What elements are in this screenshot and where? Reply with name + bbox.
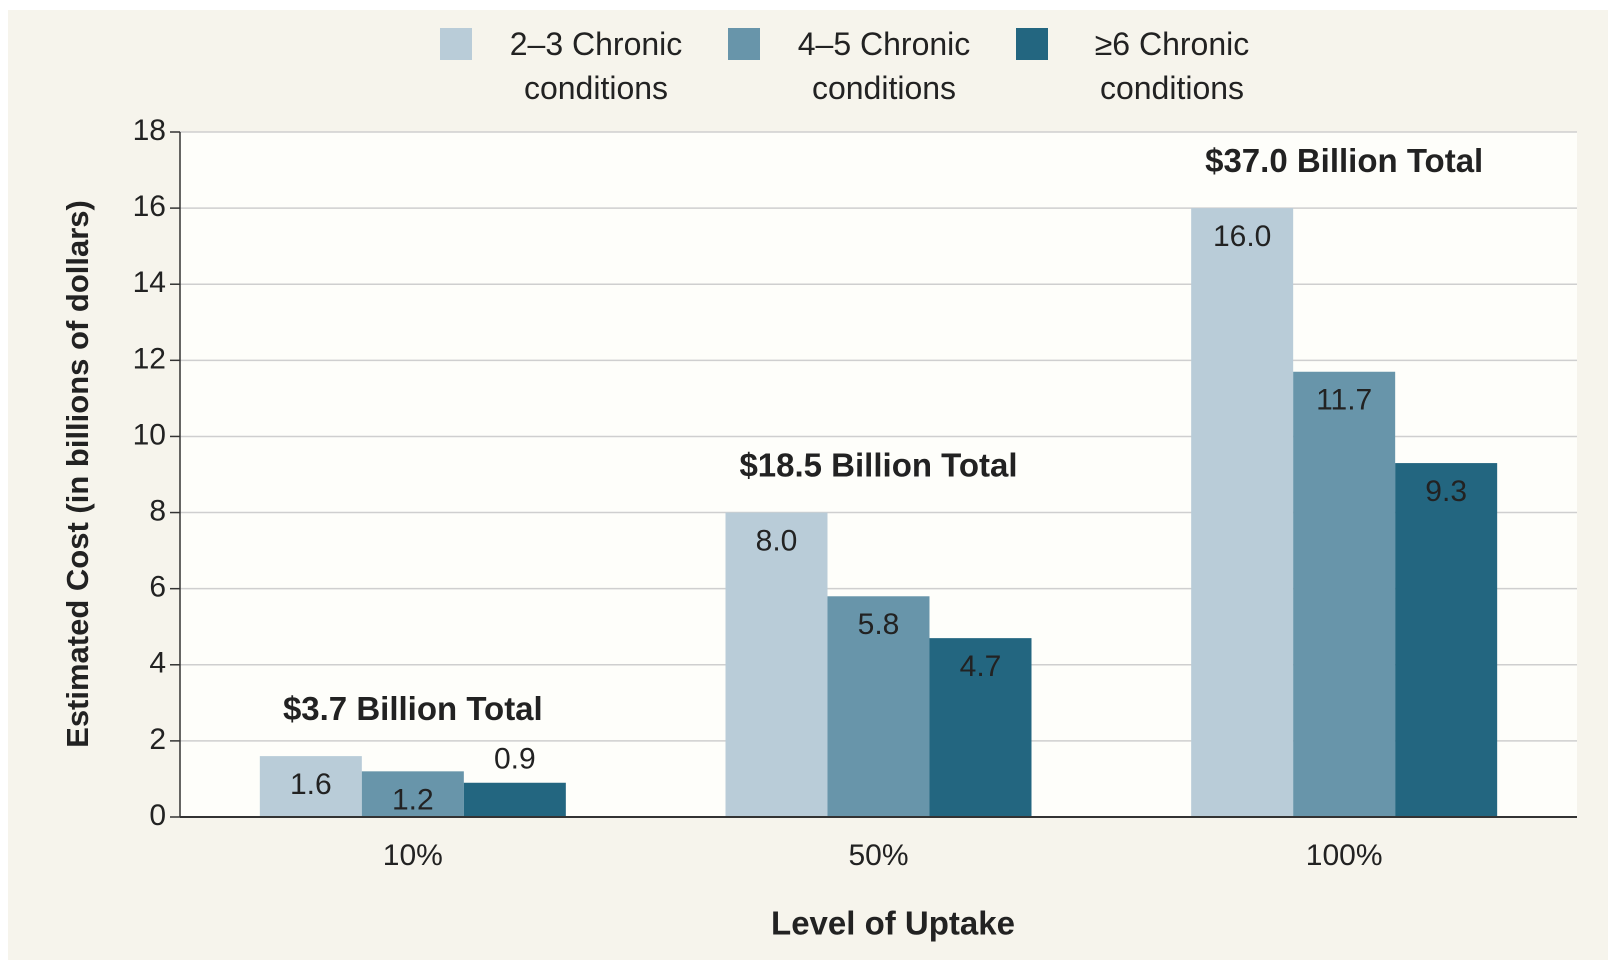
- legend-swatch: [440, 28, 472, 60]
- value-label: 16.0: [1213, 220, 1271, 253]
- y-tick-label: 2: [149, 723, 166, 756]
- x-tick-label: 50%: [848, 839, 908, 872]
- bar: [827, 596, 930, 817]
- value-label: 9.3: [1425, 475, 1467, 508]
- value-label: 4.7: [960, 650, 1002, 683]
- bar: [725, 512, 828, 817]
- legend-swatch: [1016, 28, 1048, 60]
- y-tick-label: 4: [149, 647, 166, 680]
- value-label: 8.0: [756, 524, 798, 557]
- legend-swatch: [728, 28, 760, 60]
- bar: [1293, 371, 1396, 817]
- bar: [1191, 208, 1294, 818]
- annotation: $18.5 Billion Total: [739, 446, 1017, 483]
- annotation: $3.7 Billion Total: [283, 690, 543, 727]
- legend-item: ≥6 Chronic conditions: [1016, 22, 1282, 110]
- value-label: 1.2: [392, 783, 434, 816]
- legend-label: ≥6 Chronic conditions: [1094, 26, 1250, 106]
- y-tick-label: 16: [133, 190, 166, 223]
- y-tick-label: 18: [133, 114, 166, 147]
- bar: [259, 756, 362, 817]
- legend-item: 2–3 Chronic conditions: [440, 22, 706, 110]
- value-label: 5.8: [858, 608, 900, 641]
- y-tick-label: 6: [149, 571, 166, 604]
- y-tick-label: 12: [133, 342, 166, 375]
- x-tick-label: 10%: [383, 839, 443, 872]
- y-tick-label: 0: [149, 799, 166, 832]
- annotation: $37.0 Billion Total: [1205, 142, 1483, 179]
- y-tick-label: 10: [133, 418, 166, 451]
- y-tick-label: 14: [133, 266, 166, 299]
- x-axis-label: Level of Uptake: [771, 905, 1015, 942]
- x-tick-label: 100%: [1306, 839, 1383, 872]
- y-axis-label: Estimated Cost (in billions of dollars): [60, 200, 95, 748]
- legend: 2–3 Chronic conditions 4–5 Chronic condit…: [440, 22, 1282, 110]
- bar: [361, 771, 464, 817]
- legend-label: 2–3 Chronic conditions: [509, 26, 683, 106]
- value-label: 1.6: [290, 768, 332, 801]
- legend-item: 4–5 Chronic conditions: [728, 22, 994, 110]
- value-label: 11.7: [1316, 384, 1372, 417]
- y-tick-label: 8: [149, 494, 166, 527]
- value-label: 0.9: [494, 743, 536, 776]
- bar: [1395, 463, 1498, 817]
- bar: [463, 782, 566, 817]
- legend-label: 4–5 Chronic conditions: [797, 26, 971, 106]
- bar: [929, 638, 1032, 817]
